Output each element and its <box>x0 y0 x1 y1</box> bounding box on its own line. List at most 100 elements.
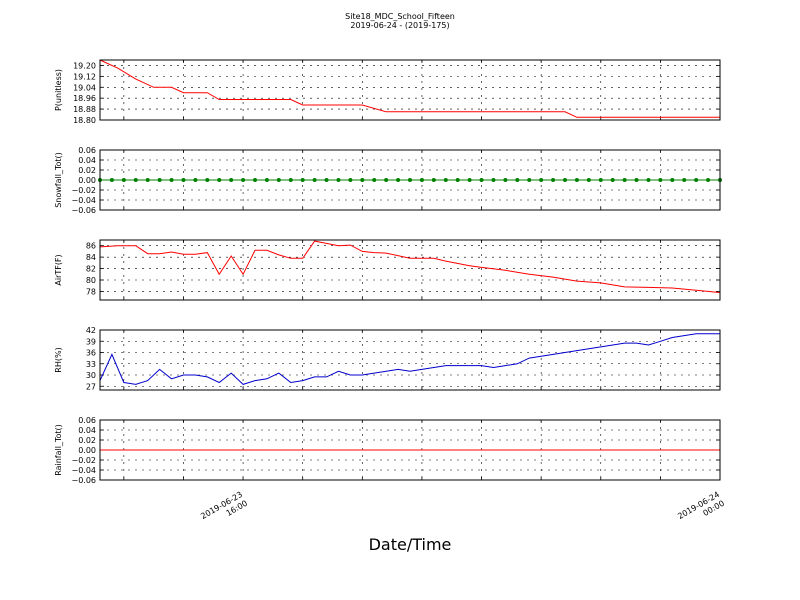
y-tick-label: 33 <box>86 360 96 369</box>
series-line <box>99 240 721 294</box>
panel-frame <box>99 419 721 481</box>
data-point <box>431 178 436 182</box>
data-point <box>205 178 210 182</box>
y-tick-label: 0.00 <box>78 176 96 185</box>
y-tick-label: −0.06 <box>71 206 96 215</box>
data-point <box>145 178 150 182</box>
y-tick-label: 19.04 <box>73 83 96 92</box>
chart-title: Site18_MDC_School_Fifteen <box>345 12 455 21</box>
data-point <box>229 178 234 182</box>
y-tick-label: 84 <box>86 253 96 262</box>
data-point <box>109 178 114 182</box>
data-point <box>622 178 627 182</box>
data-point <box>598 178 603 182</box>
y-tick-label: 18.80 <box>73 116 96 125</box>
data-point <box>396 178 401 182</box>
y-tick-label: 42 <box>86 326 96 335</box>
data-point <box>193 178 198 182</box>
data-point <box>121 178 126 182</box>
y-tick-label: 0.04 <box>78 426 96 435</box>
data-point <box>336 178 341 182</box>
y-tick-label: −0.04 <box>71 466 96 475</box>
series-line <box>99 59 720 118</box>
y-axis-label: RH(%) <box>54 347 63 372</box>
y-tick-label: 19.20 <box>73 61 96 70</box>
data-point <box>288 178 293 182</box>
y-tick-label: 86 <box>86 242 96 251</box>
data-point <box>324 178 329 182</box>
y-tick-label: 0.06 <box>78 416 96 425</box>
panel-1: 19.20 19.12 19.04 18.96 18.88 18.80 P(unitless… <box>54 59 721 125</box>
data-point <box>610 178 615 182</box>
data-point <box>372 178 377 182</box>
y-tick-label: 30 <box>86 371 96 380</box>
y-tick-label: 0.02 <box>78 436 96 445</box>
chart-subtitle: 2019-06-24 - (2019-175) <box>350 21 449 30</box>
data-point <box>217 178 222 182</box>
panel-4: 42 39 36 33 30 27 RH(%) <box>54 326 721 391</box>
x-axis-ticks: 2019-06-2316:00 2019-06-2400:00 <box>199 490 726 530</box>
data-point <box>527 178 532 182</box>
y-axis-label: Snowfall_Tot() <box>54 152 63 208</box>
data-point <box>479 178 484 182</box>
y-tick-label: 36 <box>86 349 96 358</box>
data-point <box>157 178 162 182</box>
data-point <box>419 178 424 182</box>
y-axis-label: Rainfall_Tot() <box>54 424 63 476</box>
panel-5: 0.060.040.020.00−0.02−0.04−0.06 Rainfall_… <box>54 416 721 485</box>
data-point <box>682 178 687 182</box>
y-tick-label: 39 <box>86 337 96 346</box>
y-tick-label: 0.02 <box>78 166 96 175</box>
data-point <box>181 178 186 182</box>
data-point <box>241 178 246 182</box>
panel-2: 0.060.040.020.00−0.02−0.04−0.06 Snowfall_… <box>54 146 722 215</box>
panels: 19.20 19.12 19.04 18.96 18.88 18.80 P(unitless… <box>54 59 722 485</box>
data-point <box>348 178 353 182</box>
data-point <box>360 178 365 182</box>
data-point <box>443 178 448 182</box>
data-point <box>634 178 639 182</box>
data-point <box>491 178 496 182</box>
panel-frame <box>99 329 721 391</box>
y-tick-label: 18.88 <box>73 105 96 114</box>
data-point <box>539 178 544 182</box>
data-point <box>253 178 257 182</box>
data-point <box>586 178 591 182</box>
data-point <box>658 178 663 182</box>
data-point <box>574 178 579 182</box>
data-point <box>455 178 460 182</box>
y-axis-label: AirTF(F) <box>54 254 63 285</box>
panel-3: 86 84 82 80 78 AirTF(F) <box>54 239 721 301</box>
y-tick-label: 0.06 <box>78 146 96 155</box>
y-tick-label: 27 <box>86 382 96 391</box>
y-tick-label: 0.04 <box>78 156 96 165</box>
panel-frame <box>99 149 721 211</box>
x-tick-label: 2019-06-2400:00 <box>676 490 726 530</box>
y-axis-label: P(unitless) <box>54 69 63 111</box>
data-point <box>503 178 508 182</box>
panel-frame <box>99 239 721 301</box>
x-axis-label: Date/Time <box>369 535 452 554</box>
data-point <box>670 178 675 182</box>
y-tick-label: 78 <box>86 287 96 296</box>
data-point <box>646 178 651 182</box>
y-tick-label: −0.06 <box>71 476 96 485</box>
series-line <box>99 333 720 385</box>
data-point <box>515 178 520 182</box>
y-tick-label: 19.12 <box>73 72 96 81</box>
y-tick-label: 80 <box>86 276 96 285</box>
data-point <box>694 178 699 182</box>
y-tick-label: 82 <box>86 265 96 274</box>
x-tick-label: 2019-06-2316:00 <box>199 490 249 530</box>
data-point <box>467 178 472 182</box>
y-tick-label: 18.96 <box>73 94 96 103</box>
data-point <box>312 178 317 182</box>
data-point <box>563 178 567 182</box>
y-tick-label: 0.00 <box>78 446 96 455</box>
y-tick-label: −0.02 <box>71 456 96 465</box>
y-tick-label: −0.04 <box>71 196 96 205</box>
data-point <box>276 178 281 182</box>
data-point <box>384 178 389 182</box>
data-point <box>169 178 174 182</box>
